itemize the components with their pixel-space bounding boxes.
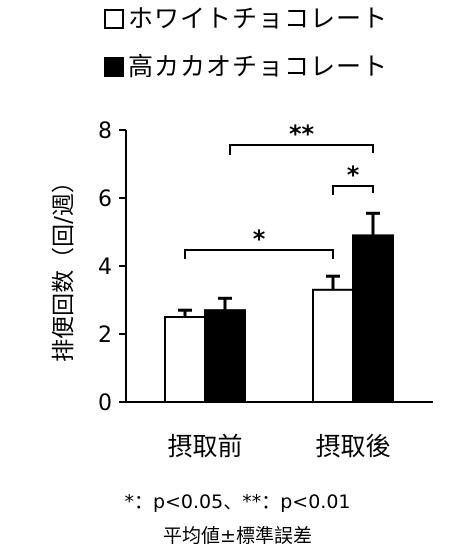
legend-swatch-black: [104, 57, 124, 77]
y-tick-label: 6: [98, 187, 112, 212]
legend-swatch-white: [104, 9, 124, 29]
significance-footnote: *：p<0.05、**：p<0.01: [124, 491, 351, 513]
x-tick-label: 摂取後: [315, 432, 390, 461]
y-tick-label: 2: [98, 323, 112, 348]
y-tick-label: 4: [98, 255, 112, 280]
significance-star-white-label: *: [253, 225, 266, 253]
y-tick-label: 8: [98, 119, 112, 144]
bar-white-0: [164, 316, 206, 403]
significance-star-white-bracket: [184, 249, 334, 259]
legend-label-black: 高カカオチョコレート: [128, 52, 389, 81]
bar-black-0: [204, 309, 246, 404]
x-tick-label: 摂取前: [167, 432, 242, 461]
significance-star-after-bracket: [332, 185, 374, 195]
significance-double-star-label: **: [289, 120, 315, 148]
bar-white-1: [312, 288, 354, 403]
bar-black-1: [352, 234, 394, 403]
significance-star-after-label: *: [347, 161, 360, 189]
error-footnote: 平均値±標準誤差: [163, 525, 312, 547]
legend-label-white: ホワイトチョコレート: [128, 4, 389, 33]
y-tick-label: 0: [98, 391, 112, 416]
significance-double-star-bracket: [229, 144, 374, 155]
legend-item-high-cacao-chocolate: 高カカオチョコレート: [104, 52, 388, 82]
y-axis-label: 排便回数（回/週）: [51, 170, 77, 362]
legend-item-white-chocolate: ホワイトチョコレート: [104, 4, 388, 34]
